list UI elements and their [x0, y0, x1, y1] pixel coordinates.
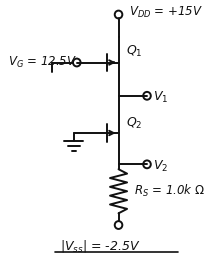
Text: $Q_1$: $Q_1$ [126, 44, 143, 59]
Text: $|V_{ss}|$ = -2.5V: $|V_{ss}|$ = -2.5V [60, 238, 140, 253]
Text: $Q_2$: $Q_2$ [126, 116, 143, 131]
Text: $V_G$ = 12.5V: $V_G$ = 12.5V [8, 55, 77, 70]
Text: $V_2$: $V_2$ [153, 159, 168, 174]
Text: $V_1$: $V_1$ [153, 90, 168, 105]
Text: $R_S$ = 1.0k $\Omega$: $R_S$ = 1.0k $\Omega$ [134, 183, 205, 199]
Text: $V_{DD}$ = +15V: $V_{DD}$ = +15V [129, 5, 203, 20]
